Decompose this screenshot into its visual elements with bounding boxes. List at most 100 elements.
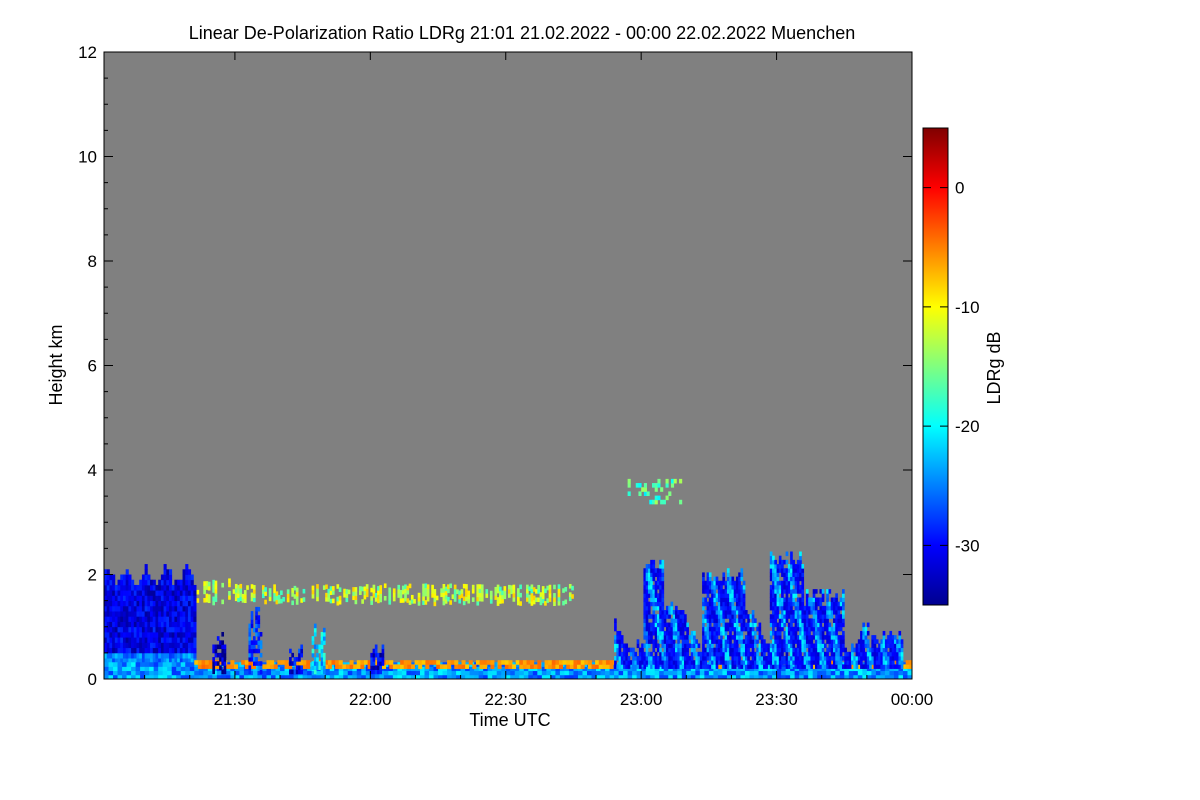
heatmap-cell bbox=[656, 601, 660, 607]
heatmap-cell bbox=[767, 651, 771, 657]
heatmap-cell bbox=[842, 589, 845, 594]
heatmap-cell bbox=[652, 597, 656, 603]
heatmap-cell bbox=[620, 656, 624, 661]
heatmap-cell bbox=[805, 610, 809, 615]
heatmap-cell bbox=[799, 660, 802, 665]
heatmap-cell bbox=[632, 664, 635, 669]
heatmap-cell bbox=[372, 665, 376, 670]
heatmap-cell bbox=[298, 665, 301, 670]
heatmap-cell bbox=[785, 626, 789, 632]
heatmap-cell bbox=[275, 674, 281, 679]
heatmap-cell bbox=[141, 574, 146, 581]
heatmap-cell bbox=[830, 656, 834, 661]
heatmap-cell bbox=[336, 596, 340, 602]
heatmap-cell bbox=[551, 664, 556, 669]
heatmap-cell bbox=[781, 651, 784, 657]
heatmap-cell bbox=[717, 656, 721, 661]
heatmap-cell bbox=[887, 643, 890, 649]
heatmap-cell bbox=[166, 647, 170, 654]
heatmap-cell bbox=[104, 605, 108, 612]
heatmap-cell bbox=[668, 656, 671, 661]
heatmap-cell bbox=[699, 670, 705, 676]
heatmap-cell bbox=[720, 580, 723, 586]
heatmap-cell bbox=[783, 643, 787, 649]
heatmap-cell bbox=[735, 597, 739, 603]
heatmap-cell bbox=[153, 662, 159, 667]
heatmap-cell bbox=[243, 598, 247, 604]
heatmap-cell bbox=[837, 618, 841, 623]
heatmap-cell bbox=[652, 643, 656, 649]
heatmap-cell bbox=[104, 584, 108, 591]
heatmap-cell bbox=[140, 674, 146, 679]
heatmap-cell bbox=[717, 601, 721, 607]
heatmap-cell bbox=[185, 647, 189, 654]
heatmap-cell bbox=[415, 670, 421, 676]
heatmap-cell bbox=[659, 564, 662, 569]
heatmap-cell bbox=[223, 644, 227, 650]
heatmap-cell bbox=[742, 580, 746, 586]
heatmap-cell bbox=[826, 630, 829, 636]
heatmap-cell bbox=[139, 658, 143, 664]
heatmap-cell bbox=[370, 665, 373, 670]
heatmap-cell bbox=[808, 605, 811, 611]
heatmap-cell bbox=[758, 647, 762, 653]
heatmap-cell bbox=[397, 593, 401, 598]
heatmap-cell bbox=[767, 643, 771, 649]
heatmap-cell bbox=[546, 670, 552, 676]
heatmap-cell bbox=[117, 666, 123, 672]
heatmap-cell bbox=[681, 614, 685, 619]
heatmap-cell bbox=[819, 601, 823, 607]
heatmap-cell bbox=[677, 622, 680, 628]
heatmap-cell bbox=[722, 674, 728, 679]
heatmap-cell bbox=[122, 631, 127, 638]
heatmap-cell bbox=[174, 647, 178, 654]
heatmap-cell bbox=[645, 639, 649, 644]
heatmap-cell bbox=[275, 599, 279, 605]
heatmap-cell bbox=[647, 610, 651, 615]
heatmap-cell bbox=[796, 618, 800, 623]
heatmap-cell bbox=[334, 674, 340, 679]
heatmap-cell bbox=[182, 611, 186, 617]
colorbar-ticks: 0-10-20-30 bbox=[923, 179, 980, 555]
heatmap-cell bbox=[675, 635, 678, 640]
heatmap-cell bbox=[672, 626, 676, 632]
heatmap-cell bbox=[596, 670, 601, 676]
heatmap-cell bbox=[844, 670, 850, 676]
heatmap-cell bbox=[659, 618, 662, 623]
heatmap-cell bbox=[819, 614, 823, 619]
heatmap-cell bbox=[686, 647, 689, 653]
heatmap-cell bbox=[742, 618, 746, 623]
heatmap-cell bbox=[461, 664, 466, 669]
heatmap-cell bbox=[717, 597, 721, 603]
heatmap-cell bbox=[749, 622, 753, 628]
heatmap-cell bbox=[275, 666, 281, 672]
heatmap-cell bbox=[185, 621, 189, 628]
heatmap-cell bbox=[796, 656, 800, 661]
heatmap-cell bbox=[744, 670, 750, 676]
heatmap-cell bbox=[478, 588, 482, 594]
heatmap-cell bbox=[704, 660, 708, 665]
heatmap-cell bbox=[808, 618, 811, 623]
heatmap-cell bbox=[147, 642, 151, 649]
heatmap-cell bbox=[289, 648, 292, 654]
heatmap-cell bbox=[187, 621, 192, 628]
heatmap-cell bbox=[205, 597, 209, 603]
heatmap-cell bbox=[833, 639, 836, 644]
heatmap-cell bbox=[316, 584, 319, 589]
heatmap-cell bbox=[790, 610, 793, 615]
heatmap-cell bbox=[760, 635, 764, 640]
heatmap-cell bbox=[794, 576, 798, 582]
heatmap-cell bbox=[864, 651, 868, 657]
heatmap-cell bbox=[557, 592, 561, 598]
heatmap-cell bbox=[889, 674, 895, 679]
heatmap-cell bbox=[787, 589, 791, 594]
heatmap-cell bbox=[882, 643, 886, 649]
heatmap-cell bbox=[652, 656, 656, 661]
heatmap-cell bbox=[221, 669, 225, 675]
heatmap-cell bbox=[833, 626, 836, 632]
heatmap-cell bbox=[207, 594, 211, 599]
heatmap-cell bbox=[307, 670, 313, 676]
heatmap-cell bbox=[873, 664, 877, 669]
heatmap-cell bbox=[144, 600, 148, 607]
heatmap-cell bbox=[379, 665, 383, 670]
